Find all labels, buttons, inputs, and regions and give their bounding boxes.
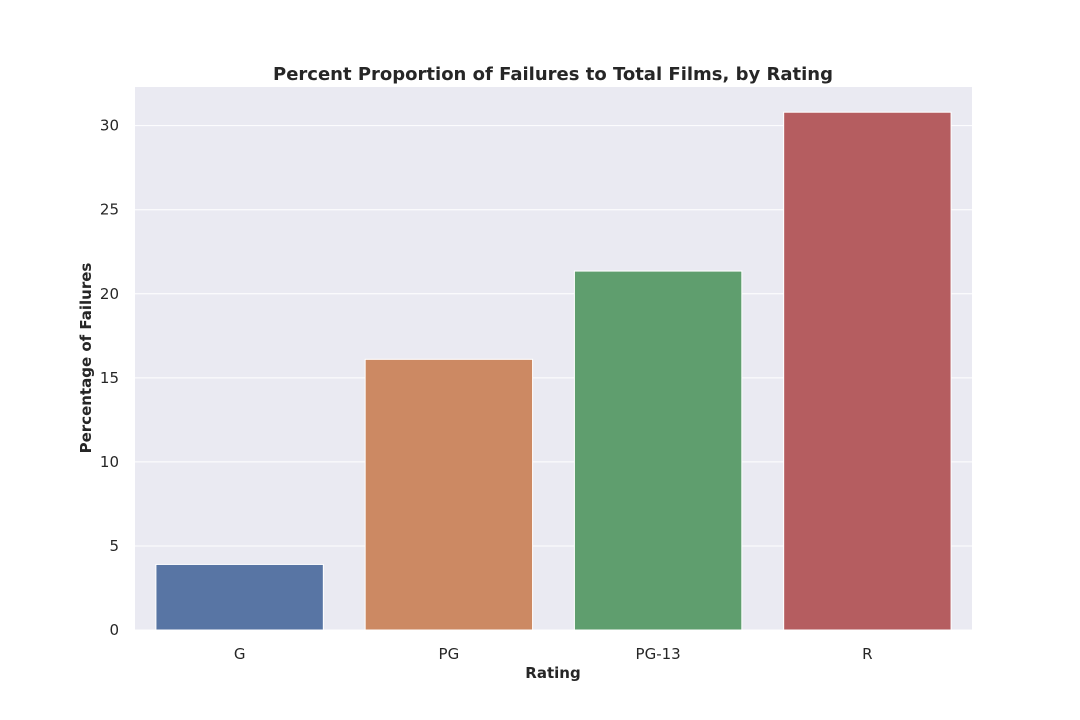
y-tick-label-5: 5 [109, 537, 119, 555]
x-tick-label-g: G [234, 645, 246, 663]
x-axis-label: Rating [525, 664, 580, 682]
chart-title: Percent Proportion of Failures to Total … [273, 64, 833, 85]
y-tick-label-15: 15 [100, 369, 119, 387]
bar-r [783, 111, 952, 631]
x-tick-label-pg: PG [439, 645, 460, 663]
y-tick-label-10: 10 [100, 453, 119, 471]
bars [155, 111, 952, 631]
bar-pg-13 [573, 270, 743, 631]
y-tick-label-20: 20 [100, 285, 119, 303]
y-tick-label-0: 0 [109, 621, 119, 639]
bar-pg [364, 358, 534, 631]
y-tick-label-30: 30 [100, 117, 119, 135]
y-tick-labels: 0 5 10 15 20 25 30 [100, 117, 119, 639]
x-tick-label-r: R [862, 645, 872, 663]
y-axis-label: Percentage of Failures [77, 263, 95, 454]
bar-g [155, 563, 324, 631]
x-tick-labels: G PG PG-13 R [234, 645, 873, 663]
y-tick-label-25: 25 [100, 201, 119, 219]
x-tick-label-pg-13: PG-13 [636, 645, 681, 663]
